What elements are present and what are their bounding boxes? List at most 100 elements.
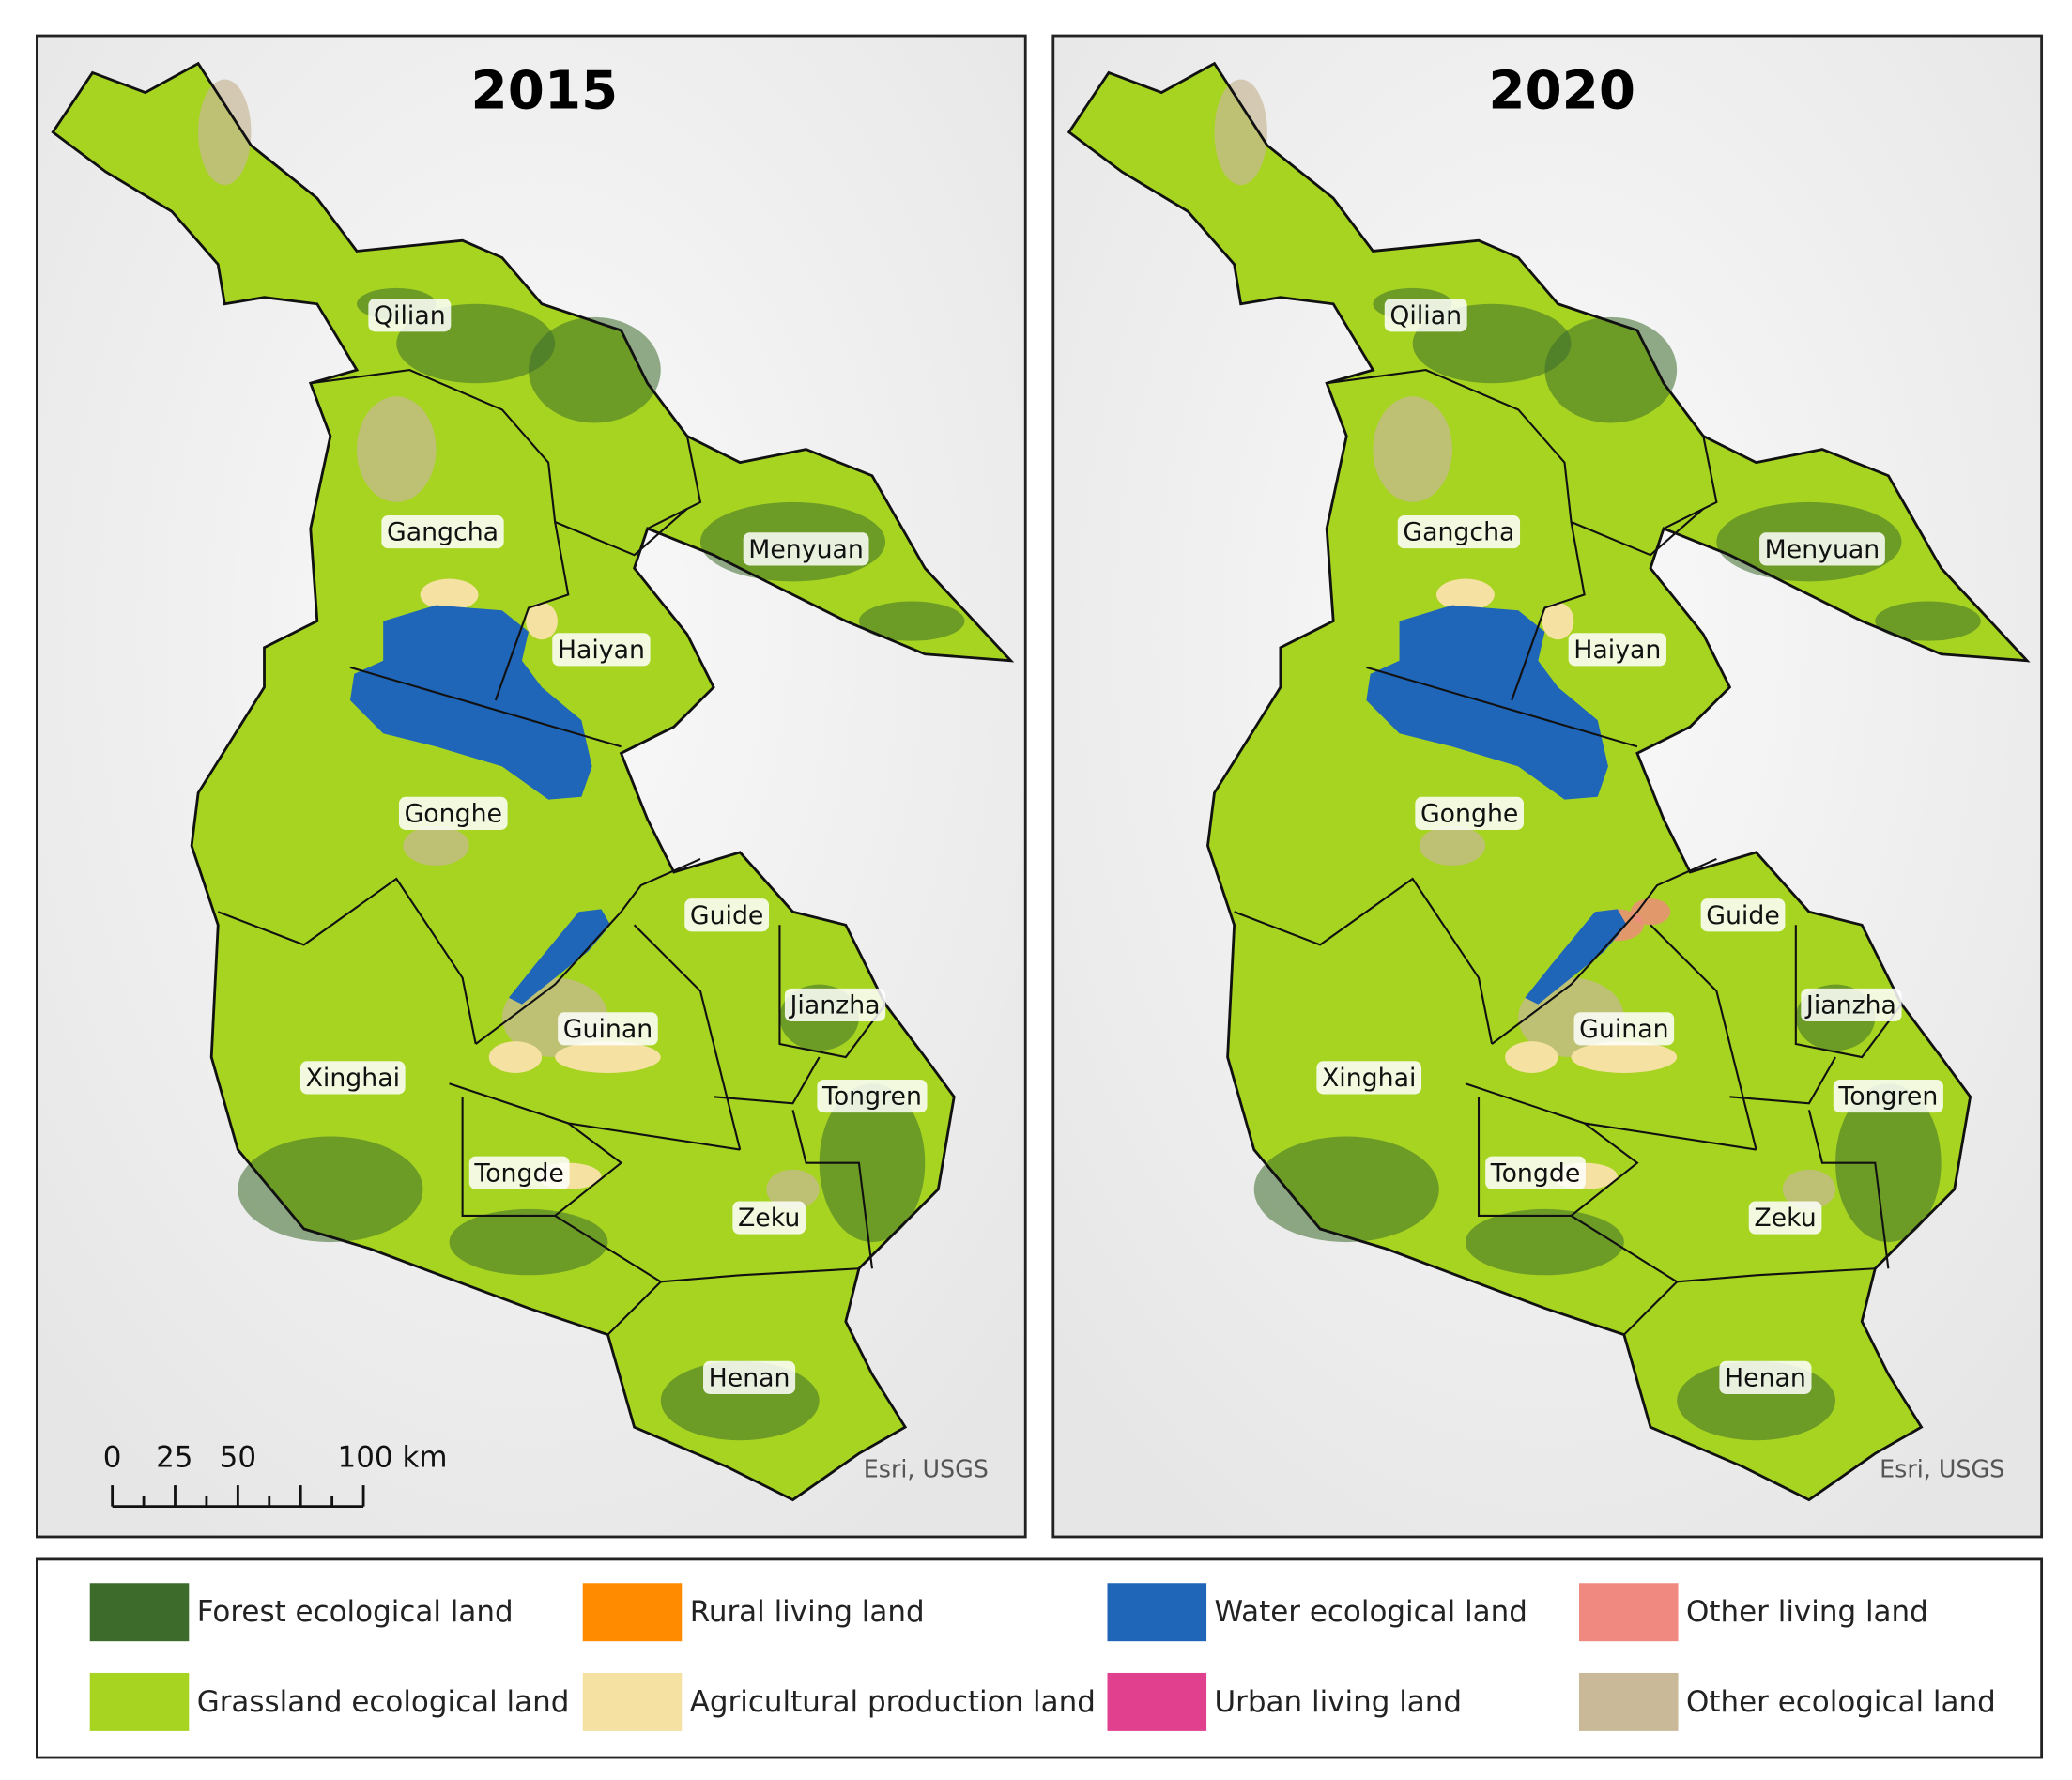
county-label: Guide xyxy=(1706,901,1780,930)
legend-swatch xyxy=(89,1672,190,1731)
legend-label: Forest ecological land xyxy=(197,1595,514,1629)
panel-title: 2015 xyxy=(471,60,619,121)
county-border xyxy=(349,666,622,748)
scale-label: 100 km xyxy=(338,1440,448,1474)
county-label: Jianzha xyxy=(1804,991,1896,1020)
agricultural-patch xyxy=(1571,1041,1678,1073)
county-border xyxy=(1729,1056,1836,1105)
agricultural-patch xyxy=(420,578,479,611)
scale-label: 0 xyxy=(103,1440,122,1474)
legend-label: Grassland ecological land xyxy=(197,1685,570,1719)
other-ecological-patch xyxy=(1214,79,1267,186)
county-label: Gonghe xyxy=(1420,800,1518,829)
county-label: Tongde xyxy=(473,1159,563,1188)
label-halo xyxy=(1397,514,1521,549)
label-halo xyxy=(552,633,651,667)
other-ecological-patch xyxy=(198,79,252,186)
county-border xyxy=(1511,521,1586,701)
label-halo xyxy=(732,1201,806,1235)
label-halo xyxy=(1384,299,1467,332)
county-label: Tongren xyxy=(1837,1082,1938,1112)
panel-title: 2020 xyxy=(1488,60,1635,121)
label-halo xyxy=(368,299,452,332)
legend-swatch xyxy=(1578,1583,1679,1642)
county-border xyxy=(1491,857,1717,1045)
county-border xyxy=(554,1215,859,1283)
county-border xyxy=(1650,924,1757,1150)
label-halo xyxy=(398,796,508,830)
county-label: Haiyan xyxy=(558,636,645,665)
county-label: Henan xyxy=(709,1364,790,1393)
county-border xyxy=(778,925,886,1059)
label-halo xyxy=(817,1079,928,1113)
study-area: Qilian Gangcha Menyuan Haiyan Gonghe Guide Jia… xyxy=(51,61,1015,1502)
county-label: Gonghe xyxy=(405,800,502,829)
county-border xyxy=(310,369,688,557)
label-halo xyxy=(1700,898,1786,932)
label-halo xyxy=(1833,1079,1943,1113)
other-ecological-patch xyxy=(357,396,437,502)
county-border xyxy=(475,857,701,1045)
agricultural-patch xyxy=(1435,578,1495,611)
other-ecological-patch xyxy=(1782,1169,1836,1209)
county-label: Qilian xyxy=(374,301,446,330)
label-halo xyxy=(1485,1156,1586,1189)
county-border xyxy=(1794,925,1903,1059)
region-outline xyxy=(1067,61,2031,1502)
legend-swatch xyxy=(1107,1672,1207,1731)
label-halo xyxy=(1316,1061,1422,1095)
label-halo xyxy=(381,514,504,549)
scale-label: 50 xyxy=(220,1440,256,1474)
agricultural-patch xyxy=(1505,1041,1558,1073)
county-border xyxy=(1327,369,1704,557)
agricultural-patch xyxy=(1542,602,1574,640)
label-halo xyxy=(558,1012,658,1046)
county-label: Menyuan xyxy=(748,535,864,564)
forest-patch xyxy=(1875,601,1981,641)
region-outline xyxy=(51,61,1015,1502)
legend-label: Water ecological land xyxy=(1215,1595,1527,1629)
study-area: Qilian Gangcha Menyuan Haiyan Gonghe Guide Jia… xyxy=(1067,61,2031,1502)
label-halo xyxy=(784,988,886,1022)
county-label: Xinghai xyxy=(306,1064,400,1093)
legend-swatch xyxy=(1578,1672,1679,1731)
attribution: Esri, USGS xyxy=(864,1455,989,1483)
legend: Forest ecological land Rural living land W… xyxy=(36,1558,2044,1759)
label-halo xyxy=(1748,1201,1822,1235)
county-border xyxy=(217,877,477,1045)
county-border xyxy=(633,924,742,1150)
county-label: Zeku xyxy=(1754,1204,1816,1233)
legend-swatch xyxy=(1107,1583,1207,1642)
forest-patch xyxy=(449,1208,608,1276)
county-label: Jianzha xyxy=(789,991,881,1020)
county-label: Xinghai xyxy=(1322,1064,1416,1093)
forest-patch xyxy=(238,1136,423,1243)
forest-patch xyxy=(1253,1136,1439,1243)
label-halo xyxy=(1719,1360,1812,1394)
label-halo xyxy=(743,532,869,566)
label-halo xyxy=(468,1156,570,1189)
agricultural-patch xyxy=(526,602,558,640)
county-label: Zeku xyxy=(738,1204,800,1233)
county-label: Qilian xyxy=(1389,301,1462,330)
legend-label: Urban living land xyxy=(1215,1685,1463,1719)
other-ecological-patch xyxy=(1419,825,1486,866)
label-halo xyxy=(703,1360,796,1394)
other-ecological-patch xyxy=(766,1169,820,1209)
county-label: Guinan xyxy=(1579,1015,1668,1044)
forest-patch xyxy=(858,601,965,641)
county-label: Tongde xyxy=(1490,1159,1580,1188)
county-label: Guinan xyxy=(563,1015,652,1044)
other-ecological-patch xyxy=(1373,396,1452,502)
label-halo xyxy=(1573,1012,1675,1046)
county-border xyxy=(1807,1110,1890,1269)
legend-label: Rural living land xyxy=(690,1595,925,1629)
legend-label: Other living land xyxy=(1686,1595,1928,1629)
forest-patch xyxy=(1465,1208,1624,1276)
agricultural-patch xyxy=(555,1041,661,1073)
label-halo xyxy=(1415,796,1524,830)
county-label: Henan xyxy=(1725,1364,1806,1393)
county-label: Gangcha xyxy=(387,518,499,547)
county-border xyxy=(494,521,570,701)
